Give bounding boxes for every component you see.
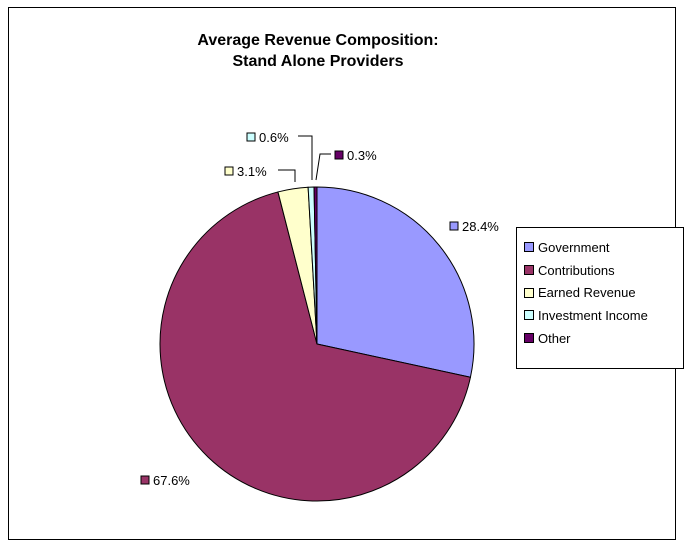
legend-swatch-other [524, 333, 534, 344]
leader-line [298, 135, 313, 180]
data-label-swatch [246, 132, 256, 142]
data-label-swatch [140, 475, 150, 485]
data-label-text: 0.3% [347, 148, 377, 163]
legend-item-contributions: Contributions [524, 259, 683, 282]
legend-label-government: Government [538, 239, 610, 255]
data-label-investment-income: 0.6% [246, 130, 313, 180]
data-label-swatch [449, 221, 459, 231]
legend-item-investment-income: Investment Income [524, 304, 683, 327]
legend-item-other: Other [524, 327, 683, 350]
leader-line [315, 153, 331, 181]
legend-label-other: Other [538, 330, 571, 346]
legend-swatch-investment-income [524, 310, 534, 321]
data-label-other: 0.3% [315, 148, 377, 181]
data-label-swatch [334, 150, 344, 160]
legend-swatch-contributions [524, 265, 534, 276]
legend-item-government: Government [524, 236, 683, 259]
data-label-earned-revenue: 3.1% [224, 164, 296, 182]
data-label-text: 0.6% [259, 130, 289, 145]
chart-title: Average Revenue Composition: Stand Alone… [0, 30, 636, 72]
data-label-government: 28.4% [449, 219, 499, 234]
legend-swatch-government [524, 242, 534, 253]
pie-slice-government [316, 186, 475, 378]
legend: Government Contributions Earned Revenue … [516, 227, 684, 369]
data-label-swatch [224, 166, 234, 176]
data-label-text: 67.6% [153, 473, 190, 488]
legend-swatch-earned-revenue [524, 287, 534, 298]
chart-title-line2: Stand Alone Providers [232, 53, 404, 70]
legend-label-earned-revenue: Earned Revenue [538, 285, 636, 301]
leader-line [278, 169, 296, 182]
data-label-text: 3.1% [237, 164, 267, 179]
pie-slice-other [313, 186, 318, 345]
pie-slice-contributions [159, 191, 472, 502]
legend-item-earned-revenue: Earned Revenue [524, 281, 683, 304]
data-label-contributions: 67.6% [140, 473, 190, 488]
chart-title-line1: Average Revenue Composition: [197, 32, 439, 49]
legend-label-investment-income: Investment Income [538, 307, 648, 323]
data-label-text: 28.4% [462, 219, 499, 234]
legend-label-contributions: Contributions [538, 262, 615, 278]
